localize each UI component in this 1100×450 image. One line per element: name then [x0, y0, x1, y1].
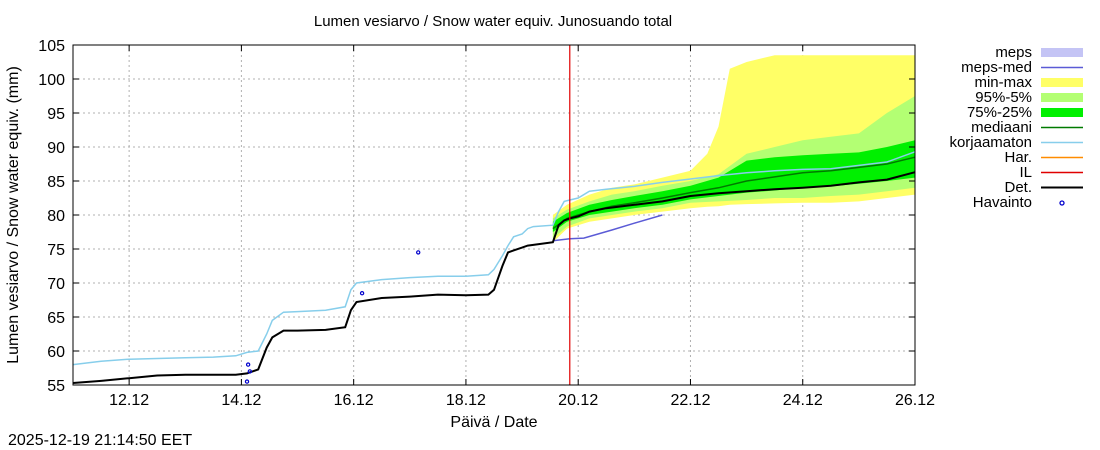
point-havainto	[416, 250, 421, 255]
legend-label: Det.	[1004, 179, 1032, 196]
series-group	[72, 45, 916, 385]
y-tick-label: 75	[47, 242, 65, 259]
band-75-25	[552, 140, 915, 232]
y-tick-label: 55	[47, 378, 65, 395]
legend-label: 75%-25%	[967, 104, 1032, 121]
legend-swatch	[1041, 108, 1083, 117]
y-tick-label: 65	[47, 310, 65, 327]
legend-label: korjaamaton	[949, 134, 1032, 151]
y-tick-label: 95	[47, 106, 65, 123]
x-tick-label: 18.12	[446, 392, 486, 409]
y-tick-label: 60	[47, 344, 65, 361]
x-tick-label: 12.12	[109, 392, 149, 409]
legend-label: Har.	[1004, 149, 1032, 166]
timestamp: 2025-12-19 21:14:50 EET	[8, 432, 192, 449]
y-tick-label: 70	[47, 276, 65, 293]
point-havainto	[244, 379, 250, 384]
legend-label: 95%-5%	[975, 89, 1032, 106]
chart-title: Lumen vesiarvo / Snow water equiv. Junos…	[314, 13, 672, 30]
legend-item: Det.	[1004, 179, 1083, 196]
point-havainto	[247, 369, 253, 374]
y-tick-label: 105	[38, 38, 65, 55]
y-tick-label: 100	[38, 72, 65, 89]
x-tick-label: 20.12	[558, 392, 598, 409]
line-korjaamaton	[72, 151, 916, 366]
x-tick-label: 14.12	[221, 392, 261, 409]
x-tick-label: 22.12	[670, 392, 710, 409]
line-det	[72, 171, 916, 384]
line-meps-med	[552, 214, 663, 242]
legend-item: mediaani	[971, 119, 1083, 136]
legend-item: meps	[995, 44, 1083, 61]
legend-item: min-max	[974, 74, 1083, 91]
legend-swatch	[1041, 78, 1083, 87]
y-axis-label: Lumen vesiarvo / Snow water equiv. (mm)	[5, 66, 22, 364]
y-tick-label: 90	[47, 140, 65, 157]
legend-label: Havainto	[973, 194, 1032, 211]
grid	[73, 45, 915, 385]
legend-label: meps	[995, 44, 1032, 61]
x-tick-label: 16.12	[334, 392, 374, 409]
y-tick-label: 85	[47, 174, 65, 191]
legend-item: Har.	[1004, 149, 1083, 166]
legend: mepsmeps-medmin-max95%-5%75%-25%mediaani…	[949, 44, 1083, 211]
legend-item: 75%-25%	[967, 104, 1083, 121]
point-havainto	[245, 362, 251, 367]
legend-item: meps-med	[961, 59, 1083, 76]
x-tick-label: 26.12	[895, 392, 935, 409]
legend-item: korjaamaton	[949, 134, 1083, 151]
legend-item: Havainto	[973, 194, 1065, 211]
legend-label: min-max	[974, 74, 1032, 91]
x-tick-label: 24.12	[783, 392, 823, 409]
legend-label: IL	[1019, 164, 1032, 181]
legend-swatch	[1041, 48, 1083, 57]
legend-item: IL	[1019, 164, 1083, 181]
point-havainto	[359, 291, 365, 296]
x-axis-label: Päivä / Date	[450, 414, 537, 431]
legend-item: 95%-5%	[975, 89, 1083, 106]
legend-label: mediaani	[971, 119, 1032, 136]
legend-swatch	[1059, 200, 1065, 206]
axis-ticks: 55 60 65 70 75 80 85 90 95 100 105 12.12 14.12 16.12 1…	[38, 38, 935, 409]
y-tick-label: 80	[47, 208, 65, 225]
legend-label: meps-med	[961, 59, 1032, 76]
legend-swatch	[1041, 93, 1083, 102]
